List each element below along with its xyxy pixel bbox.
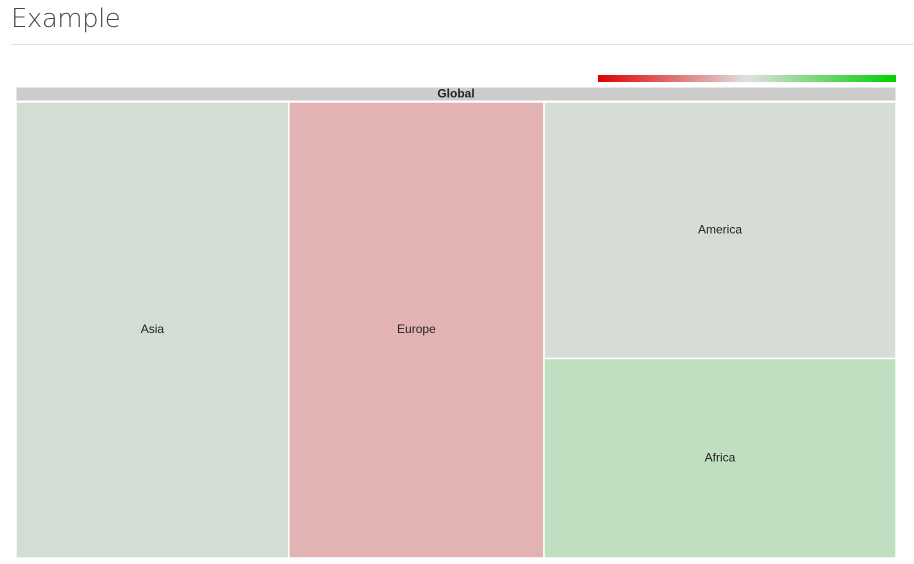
treemap-node-label: Africa bbox=[705, 450, 736, 464]
treemap-node bbox=[543, 357, 897, 559]
treemap-node-label: Asia bbox=[141, 322, 165, 336]
treemap-node bbox=[15, 101, 290, 559]
treemap-node-label: America bbox=[698, 222, 742, 236]
treemap-node-label: Europe bbox=[397, 322, 436, 336]
color-scale bbox=[598, 75, 896, 82]
title-rule bbox=[11, 44, 914, 45]
treemap-header bbox=[15, 86, 897, 102]
treemap-node bbox=[288, 101, 545, 559]
treemap-node bbox=[543, 101, 897, 360]
page-title: Example bbox=[11, 4, 121, 34]
treemap-header-label: Global bbox=[437, 87, 474, 101]
